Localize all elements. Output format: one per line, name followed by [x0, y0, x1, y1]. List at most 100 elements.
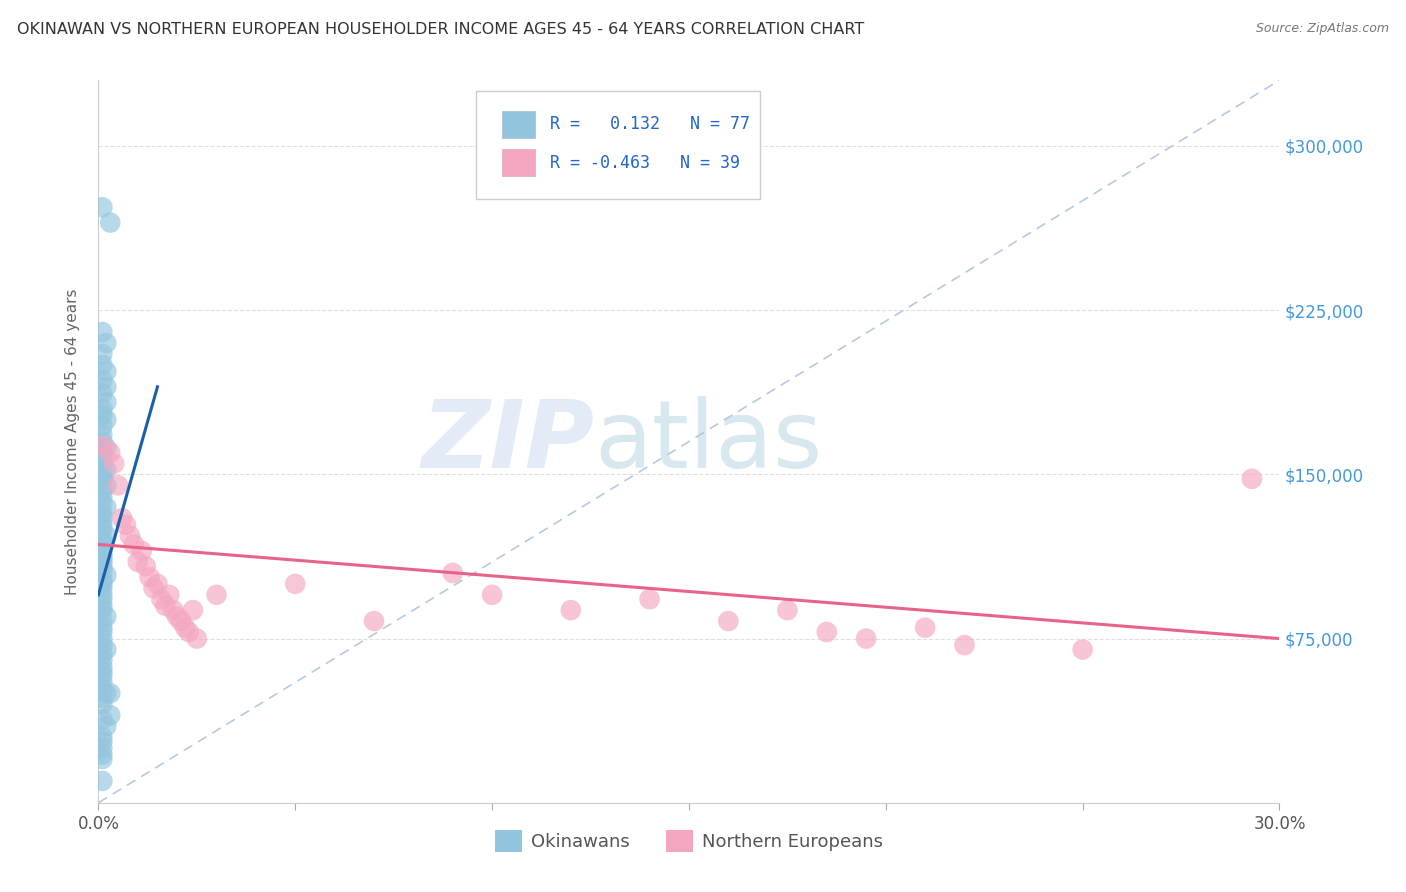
Okinawans — [91, 483, 114, 497]
Okinawans — [91, 614, 114, 628]
Northern Europeans — [481, 588, 503, 602]
Text: Source: ZipAtlas.com: Source: ZipAtlas.com — [1256, 22, 1389, 36]
Okinawans — [96, 500, 118, 515]
Okinawans — [91, 325, 114, 339]
Northern Europeans — [127, 555, 149, 569]
Okinawans — [91, 467, 114, 482]
Okinawans — [91, 409, 114, 423]
Okinawans — [91, 496, 114, 510]
Northern Europeans — [170, 614, 193, 628]
Okinawans — [91, 428, 114, 442]
Northern Europeans — [155, 599, 177, 613]
Okinawans — [91, 373, 114, 387]
Okinawans — [91, 434, 114, 449]
Northern Europeans — [1240, 472, 1263, 486]
Northern Europeans — [205, 588, 228, 602]
Okinawans — [96, 463, 118, 477]
Okinawans — [91, 489, 114, 503]
Okinawans — [91, 660, 114, 674]
Northern Europeans — [91, 439, 114, 453]
Okinawans — [91, 522, 114, 536]
Okinawans — [91, 625, 114, 640]
Okinawans — [96, 441, 118, 455]
Y-axis label: Householder Income Ages 45 - 64 years: Householder Income Ages 45 - 64 years — [65, 288, 80, 595]
Okinawans — [96, 395, 118, 409]
Northern Europeans — [146, 577, 169, 591]
Okinawans — [91, 401, 114, 416]
Okinawans — [96, 686, 118, 700]
Okinawans — [91, 592, 114, 607]
Northern Europeans — [186, 632, 208, 646]
Northern Europeans — [107, 478, 129, 492]
Northern Europeans — [1071, 642, 1094, 657]
Okinawans — [91, 773, 114, 788]
Okinawans — [91, 555, 114, 569]
Okinawans — [98, 708, 121, 723]
Okinawans — [91, 741, 114, 756]
Okinawans — [96, 529, 118, 543]
Okinawans — [91, 752, 114, 766]
Okinawans — [91, 747, 114, 762]
Text: ZIP: ZIP — [422, 395, 595, 488]
Northern Europeans — [776, 603, 799, 617]
Okinawans — [91, 698, 114, 712]
Northern Europeans — [638, 592, 661, 607]
Northern Europeans — [363, 614, 385, 628]
Text: atlas: atlas — [595, 395, 823, 488]
Okinawans — [91, 347, 114, 361]
Northern Europeans — [118, 529, 141, 543]
Okinawans — [91, 472, 114, 486]
Northern Europeans — [560, 603, 582, 617]
Okinawans — [96, 609, 118, 624]
Okinawans — [91, 621, 114, 635]
Northern Europeans — [815, 625, 838, 640]
Okinawans — [96, 642, 118, 657]
Okinawans — [91, 647, 114, 661]
Bar — [502, 111, 536, 138]
Okinawans — [91, 511, 114, 525]
Text: R =   0.132   N = 77: R = 0.132 N = 77 — [550, 115, 749, 133]
Okinawans — [96, 568, 118, 582]
Northern Europeans — [953, 638, 976, 652]
Okinawans — [91, 564, 114, 578]
Okinawans — [96, 719, 118, 733]
Northern Europeans — [142, 581, 165, 595]
Okinawans — [91, 669, 114, 683]
Okinawans — [96, 412, 118, 426]
Okinawans — [91, 581, 114, 595]
Northern Europeans — [441, 566, 464, 580]
Bar — [502, 149, 536, 177]
Northern Europeans — [122, 537, 145, 551]
Okinawans — [91, 507, 114, 521]
Northern Europeans — [103, 457, 125, 471]
Okinawans — [91, 537, 114, 551]
Northern Europeans — [150, 592, 173, 607]
Northern Europeans — [111, 511, 134, 525]
Legend: Okinawans, Northern Europeans: Okinawans, Northern Europeans — [488, 822, 890, 859]
Okinawans — [91, 550, 114, 565]
Okinawans — [91, 419, 114, 434]
Okinawans — [91, 445, 114, 459]
Okinawans — [91, 517, 114, 532]
Okinawans — [91, 200, 114, 214]
Text: R = -0.463   N = 39: R = -0.463 N = 39 — [550, 153, 740, 171]
Northern Europeans — [135, 559, 157, 574]
Okinawans — [91, 603, 114, 617]
Okinawans — [91, 665, 114, 679]
Northern Europeans — [98, 445, 121, 459]
Okinawans — [91, 730, 114, 744]
Okinawans — [91, 638, 114, 652]
Okinawans — [98, 686, 121, 700]
Okinawans — [91, 559, 114, 574]
Northern Europeans — [157, 588, 180, 602]
Northern Europeans — [115, 517, 138, 532]
Okinawans — [91, 653, 114, 667]
Northern Europeans — [131, 544, 153, 558]
Okinawans — [91, 549, 114, 563]
Okinawans — [91, 734, 114, 748]
Northern Europeans — [717, 614, 740, 628]
Okinawans — [91, 632, 114, 646]
Okinawans — [91, 675, 114, 690]
Northern Europeans — [138, 570, 160, 584]
Okinawans — [91, 452, 114, 467]
